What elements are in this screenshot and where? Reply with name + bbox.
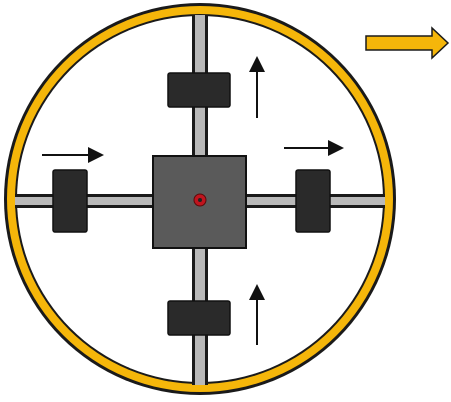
slider-block-bottom — [167, 300, 231, 336]
right-arrow-icon — [365, 26, 450, 60]
slider-block-top — [167, 72, 231, 108]
pivot-icon — [193, 193, 207, 207]
slider-block-right — [295, 169, 331, 233]
slider-block-left — [52, 169, 88, 233]
